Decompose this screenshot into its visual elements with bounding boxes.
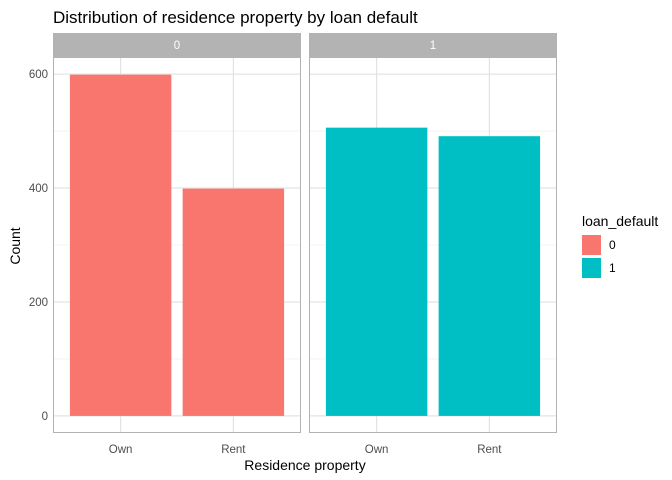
y-tick-label: 0	[42, 411, 48, 423]
bar-0-own	[69, 74, 172, 416]
bar-1-rent	[438, 136, 541, 416]
panel-border	[309, 57, 557, 433]
y-axis-title: Count	[7, 227, 23, 264]
bar-0-rent	[182, 188, 285, 416]
facet-strip-label: 0	[174, 40, 180, 52]
legend-swatch-1	[582, 258, 601, 278]
legend: loan_default 01	[582, 213, 658, 278]
x-axis-title: Residence property	[244, 457, 365, 473]
y-tick-label: 400	[29, 183, 48, 195]
legend-swatch-0	[582, 235, 601, 255]
x-tick-label: Own	[365, 444, 389, 456]
legend-label-1: 1	[609, 261, 616, 275]
facet-panels: 0 200 400 600 0 Own Rent 1 Own Rent	[29, 33, 557, 456]
x-tick-label: Rent	[477, 444, 502, 456]
facet-panel-1: 1 Own Rent	[309, 33, 557, 456]
panel-border	[53, 57, 301, 433]
facet-strip	[309, 33, 557, 57]
x-tick-label: Rent	[221, 444, 246, 456]
legend-title: loan_default	[582, 213, 658, 229]
chart-title: Distribution of residence property by lo…	[53, 8, 418, 27]
legend-items: 01	[582, 235, 616, 278]
y-tick-label: 200	[29, 297, 48, 309]
x-tick-label: Own	[109, 444, 133, 456]
facet-panel-0: 0 Own Rent	[53, 33, 301, 456]
y-tick-label: 600	[29, 69, 48, 81]
bar-1-own	[325, 127, 428, 416]
facet-strip	[53, 33, 301, 57]
legend-label-0: 0	[609, 238, 616, 252]
facet-strip-label: 1	[430, 40, 436, 52]
